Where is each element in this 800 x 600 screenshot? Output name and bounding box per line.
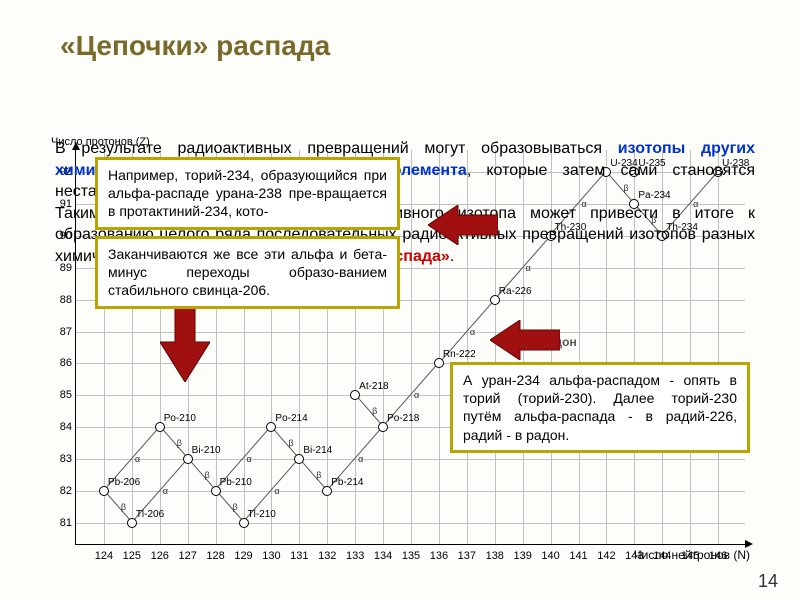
x-tick: 140: [541, 550, 559, 562]
x-tick: 132: [318, 550, 336, 562]
decay-type-label: β: [121, 502, 126, 512]
decay-type-label: α: [247, 454, 252, 464]
x-tick: 134: [374, 550, 392, 562]
x-tick: 137: [458, 550, 476, 562]
y-tick: 84: [54, 421, 72, 433]
x-axis-arrow-icon: [745, 540, 753, 548]
isotope-label: Po-218: [387, 413, 419, 424]
isotope-label: Tl-206: [136, 509, 164, 520]
isotope-label: Pb-206: [108, 477, 140, 488]
x-tick: 131: [290, 550, 308, 562]
x-tick: 135: [402, 550, 420, 562]
decay-type-label: β: [233, 502, 238, 512]
callout-thorium: Например, торий-234, образующийся при ал…: [95, 157, 400, 230]
x-tick: 127: [178, 550, 196, 562]
isotope-label: Pb-214: [331, 477, 363, 488]
isotope-label: Po-214: [275, 413, 307, 424]
red-arrow-left-2-icon: [490, 320, 560, 360]
decay-type-label: α: [163, 486, 168, 496]
x-tick: 126: [151, 550, 169, 562]
x-tick: 130: [262, 550, 280, 562]
x-tick: 133: [346, 550, 364, 562]
isotope-label: Ra-226: [499, 286, 532, 297]
x-tick: 143: [625, 550, 643, 562]
decay-type-label: α: [414, 390, 419, 400]
decay-type-label: β: [372, 406, 377, 416]
slide-title: «Цепочки» распада: [60, 30, 755, 62]
decay-type-label: β: [288, 438, 293, 448]
decay-type-label: β: [316, 470, 321, 480]
y-tick: 82: [54, 485, 72, 497]
decay-type-label: α: [358, 454, 363, 464]
x-tick: 136: [430, 550, 448, 562]
isotope-label: Tl-210: [248, 509, 276, 520]
isotope-label: Rn-222: [443, 349, 476, 360]
x-tick: 125: [123, 550, 141, 562]
isotope-label: Bi-214: [303, 445, 332, 456]
red-arrow-down-icon: [160, 302, 210, 382]
isotope-label: Pb-210: [220, 477, 252, 488]
x-tick: 129: [234, 550, 252, 562]
page-number: 14: [758, 571, 778, 592]
decay-type-label: α: [135, 454, 140, 464]
x-tick: 141: [569, 550, 587, 562]
x-tick: 142: [597, 550, 615, 562]
slide: «Цепочки» распада В результате радиоакти…: [0, 0, 800, 600]
decay-type-label: α: [470, 327, 475, 337]
y-tick: 87: [54, 326, 72, 338]
isotope-label: Po-210: [164, 413, 196, 424]
y-tick: 81: [54, 517, 72, 529]
y-tick: 83: [54, 453, 72, 465]
x-tick: 124: [95, 550, 113, 562]
x-tick: 144: [653, 550, 671, 562]
decay-type-label: β: [177, 438, 182, 448]
red-arrow-left-1-icon: [428, 205, 498, 245]
x-tick: 145: [681, 550, 699, 562]
p1-a: В результате радиоактивных превращений м…: [55, 140, 618, 157]
callout-uranium: А уран-234 альфа-распадом - опять в тори…: [450, 362, 750, 453]
p2-c: .: [450, 248, 454, 265]
isotope-label: Bi-210: [192, 445, 221, 456]
x-tick: 128: [206, 550, 224, 562]
y-tick: 85: [54, 389, 72, 401]
decay-type-label: β: [205, 470, 210, 480]
x-tick: 138: [486, 550, 504, 562]
y-tick: 88: [54, 294, 72, 306]
x-tick: 139: [513, 550, 531, 562]
callout-lead: Заканчиваются же все эти альфа и бета-ми…: [95, 236, 400, 309]
decay-type-label: α: [274, 486, 279, 496]
isotope-label: At-218: [359, 381, 388, 392]
y-tick: 86: [54, 357, 72, 369]
x-tick: 146: [709, 550, 727, 562]
